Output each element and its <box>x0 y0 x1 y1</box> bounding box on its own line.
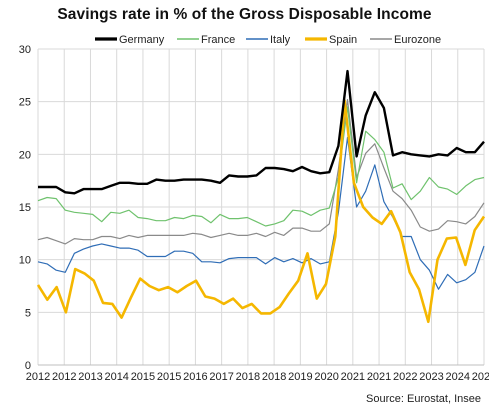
legend-label-france: France <box>201 34 235 46</box>
series-line-spain <box>36 99 486 324</box>
legend-label-spain: Spain <box>329 34 357 46</box>
y-tick-label: 5 <box>25 307 31 319</box>
x-tick-label: 2024 <box>446 371 470 383</box>
chart-title: Savings rate in % of the Gross Disposabl… <box>57 6 432 23</box>
y-tick-label: 10 <box>19 255 31 267</box>
series-line-germany <box>38 69 485 195</box>
x-tick-label: 2012 <box>52 371 76 383</box>
y-tick-label: 15 <box>19 202 31 214</box>
source-note: Source: Eurostat, Insee <box>366 393 481 405</box>
y-tick-label: 0 <box>25 360 31 372</box>
series-line-italy <box>37 136 485 290</box>
x-tick-label: 2024 <box>472 371 489 383</box>
y-tick-label: 30 <box>19 44 31 56</box>
series-line-eurozone <box>37 98 485 245</box>
legend-label-eurozone: Eurozone <box>394 34 441 46</box>
series-line-france <box>37 106 485 227</box>
x-tick-label: 2023 <box>419 371 443 383</box>
x-tick-label: 2019 <box>288 371 312 383</box>
x-tick-label: 2021 <box>367 371 391 383</box>
x-tick-label: 2015 <box>131 371 155 383</box>
y-tick-label: 20 <box>19 149 31 161</box>
x-tick-label: 2018 <box>262 371 286 383</box>
x-tick-label: 2014 <box>104 371 128 383</box>
x-tick-label: 2017 <box>209 371 233 383</box>
x-tick-label: 2021 <box>341 371 365 383</box>
x-tick-label: 2015 <box>157 371 181 383</box>
x-tick-label: 2018 <box>236 371 260 383</box>
x-tick-label: 2016 <box>183 371 207 383</box>
legend-label-italy: Italy <box>270 34 291 46</box>
legend-label-germany: Germany <box>119 34 165 46</box>
x-tick-label: 2022 <box>393 371 417 383</box>
y-tick-label: 25 <box>19 97 31 109</box>
x-tick-label: 2020 <box>314 371 338 383</box>
x-tick-label: 2012 <box>26 371 50 383</box>
x-tick-label: 2013 <box>78 371 102 383</box>
